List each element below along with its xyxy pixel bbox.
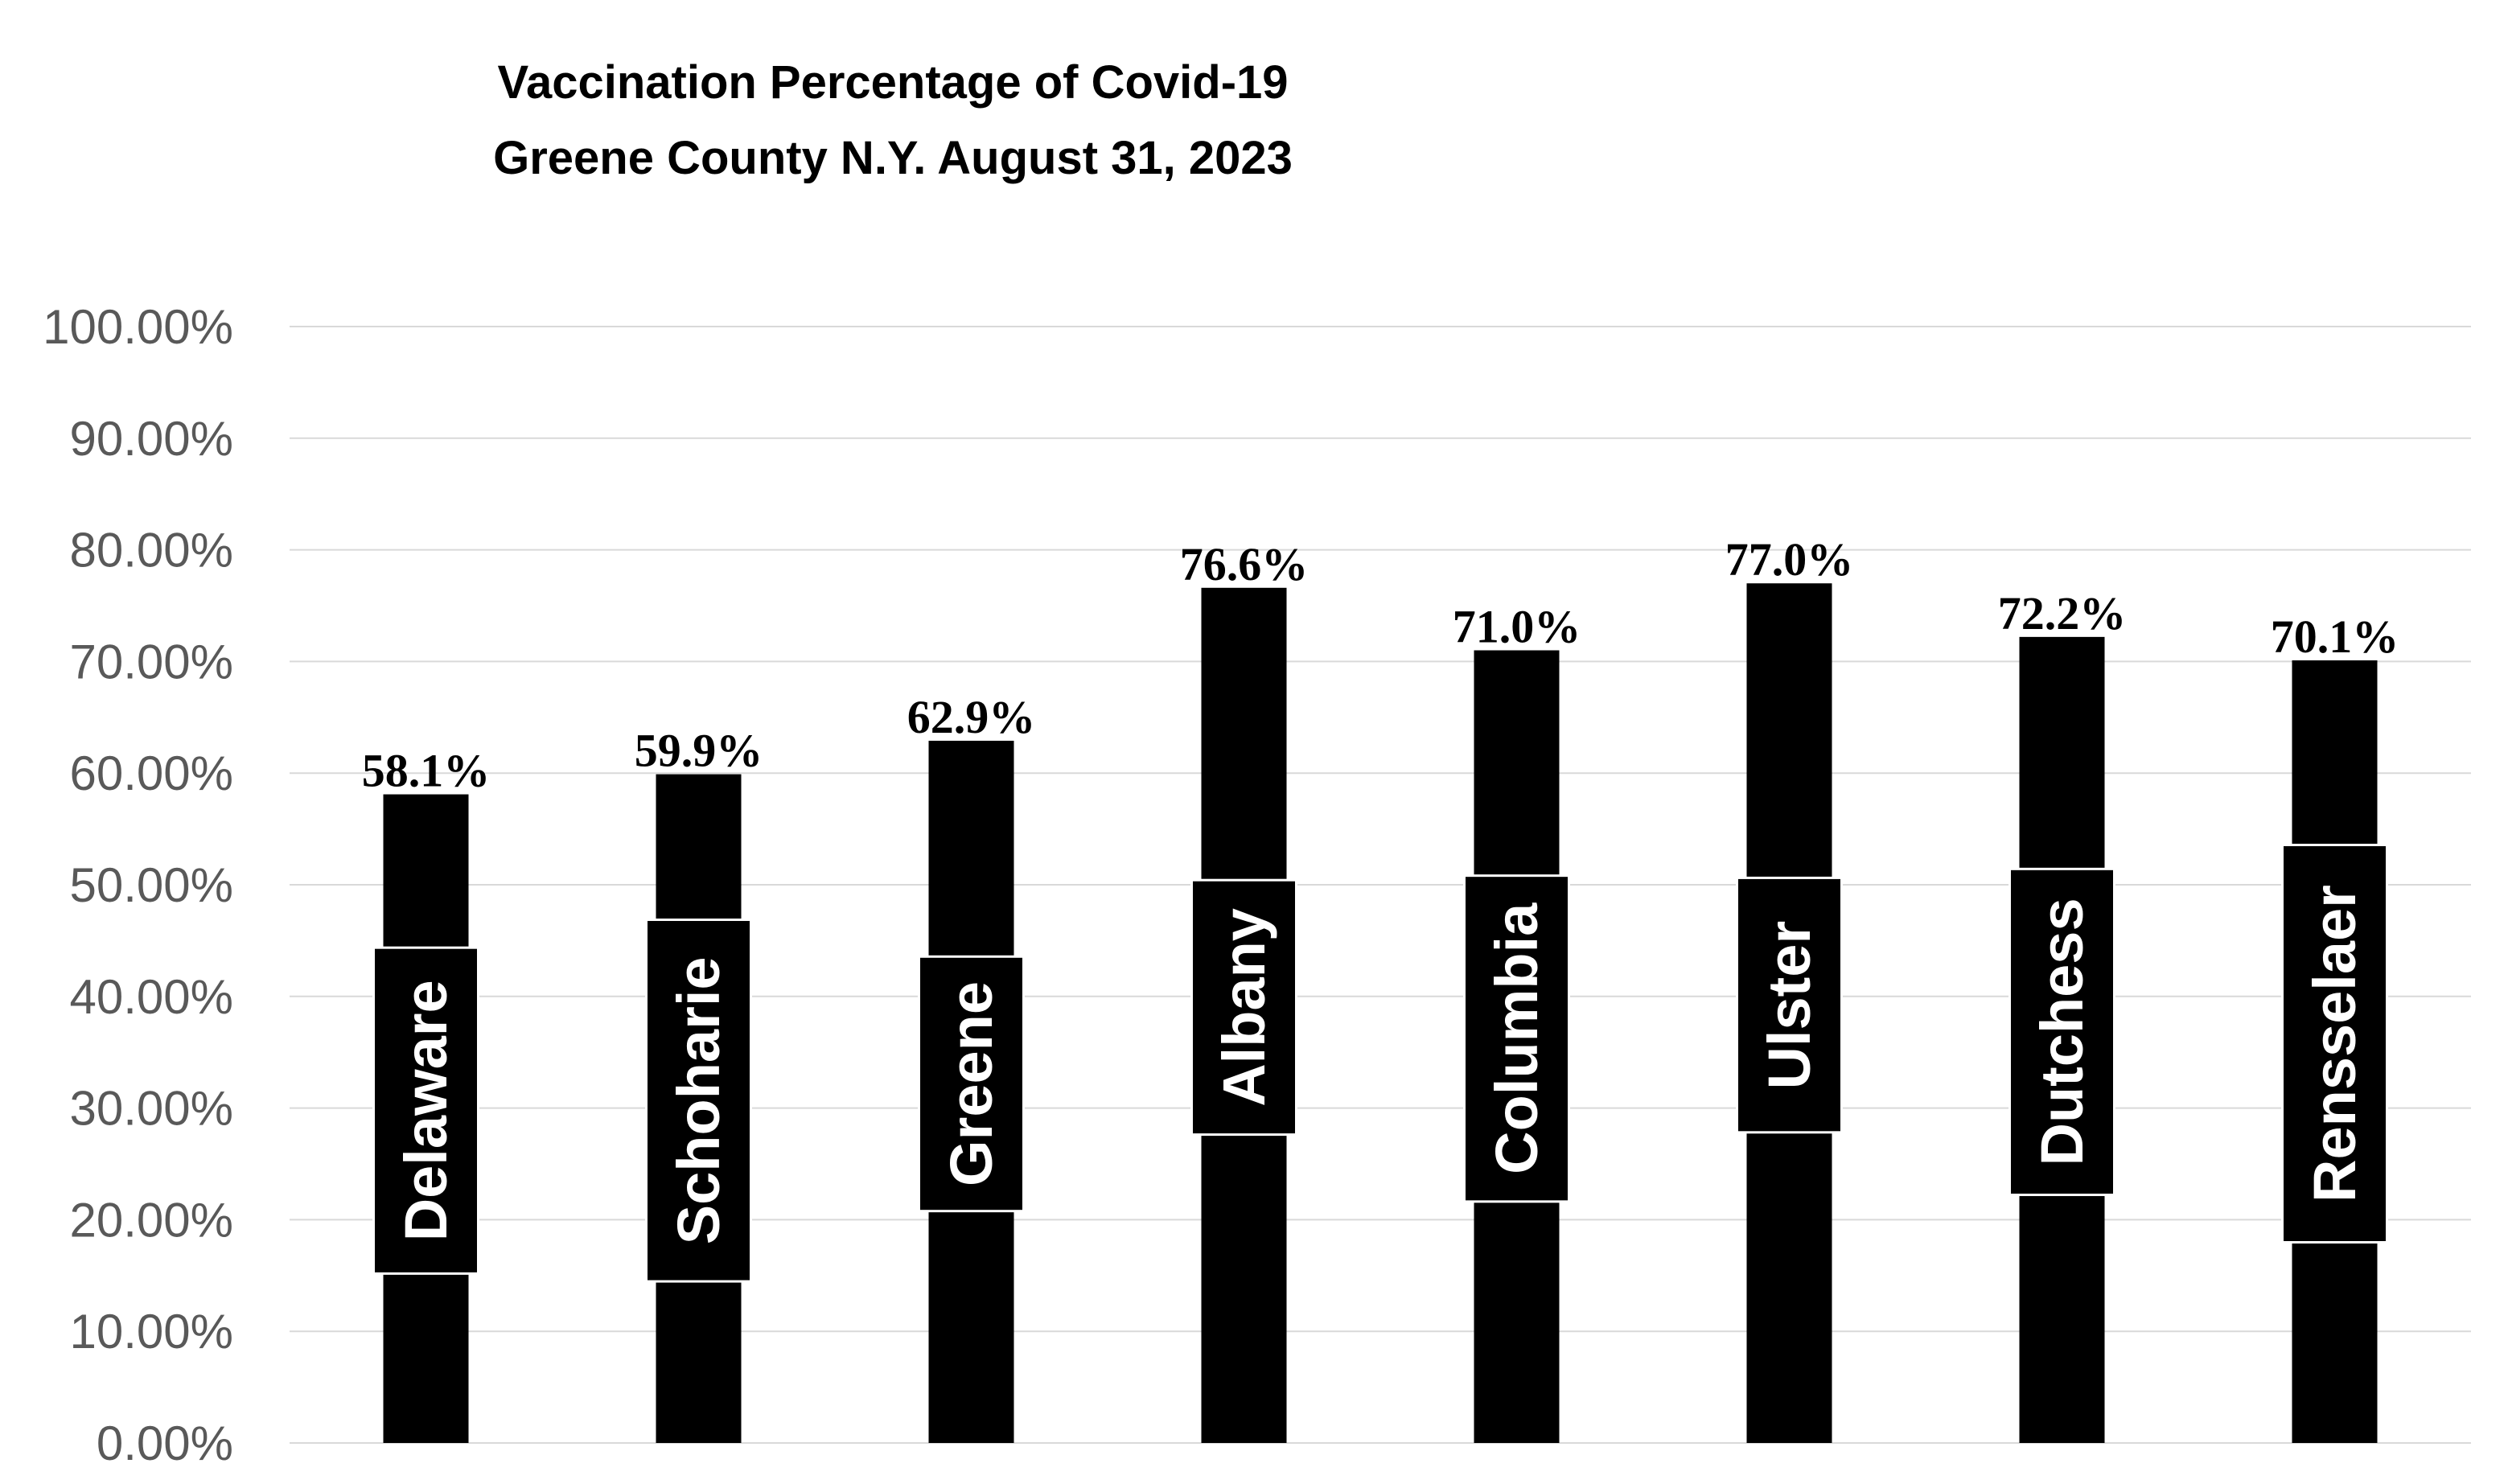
category-label-box xyxy=(2281,844,2388,1244)
category-label: Rensselaer xyxy=(2301,885,2368,1202)
bar-value-label: 59.9% xyxy=(635,725,763,777)
category-label: Delaware xyxy=(393,980,459,1241)
category-label-box xyxy=(918,955,1025,1213)
gridlines xyxy=(290,326,2471,1444)
category-label: Albany xyxy=(1211,908,1277,1107)
category-label-box xyxy=(1463,874,1570,1203)
y-tick-label: 60.00% xyxy=(70,746,234,800)
bar-value-label: 58.1% xyxy=(362,745,491,797)
bar-value-label: 76.6% xyxy=(1180,538,1309,590)
category-label-box xyxy=(2008,867,2115,1197)
category-label: Dutchess xyxy=(2029,898,2095,1165)
bar-value-label: 62.9% xyxy=(907,691,1036,743)
bar-group: 62.9% Greene xyxy=(907,691,1036,1443)
bar-value-label: 72.2% xyxy=(1998,587,2127,639)
bar-group: 70.1% Rensselaer xyxy=(2271,610,2399,1443)
chart-title-line-2: Greene County N.Y. August 31, 2023 xyxy=(493,132,1293,184)
bars: 58.1% Delaware 59.9% Schoharie 62.9% Greene 76… xyxy=(362,533,2399,1443)
category-label: Greene xyxy=(938,981,1005,1186)
bar-value-label: 71.0% xyxy=(1453,601,1581,653)
bar-group: 58.1% Delaware xyxy=(362,745,491,1443)
chart-title-line-1: Vaccination Percentage of Covid-19 xyxy=(497,56,1288,109)
category-label: Columbia xyxy=(1483,902,1550,1174)
category-label-box xyxy=(372,946,479,1275)
category-label: Schoharie xyxy=(665,956,732,1244)
chart-title: Vaccination Percentage of Covid-19 Green… xyxy=(493,56,1293,184)
y-tick-label: 40.00% xyxy=(70,970,234,1024)
bar-value-label: 70.1% xyxy=(2271,610,2399,663)
bar-value-label: 77.0% xyxy=(1725,533,1854,586)
bar-group: 59.9% Schoharie xyxy=(635,725,763,1443)
category-label: Ulster xyxy=(1756,921,1823,1090)
y-tick-label: 70.00% xyxy=(70,635,234,689)
y-tick-label: 100.00% xyxy=(43,300,233,354)
category-label-box xyxy=(1736,876,1843,1134)
y-tick-label: 50.00% xyxy=(70,858,234,912)
bar-group: 76.6% Albany xyxy=(1180,538,1309,1443)
category-label-box xyxy=(645,918,752,1283)
bar-group: 77.0% Ulster xyxy=(1725,533,1854,1443)
y-tick-label: 90.00% xyxy=(70,412,234,466)
y-tick-label: 30.00% xyxy=(70,1082,234,1136)
y-axis-tick-labels: 0.00% 10.00% 20.00% 30.00% 40.00% 50.00% 60.00… xyxy=(43,300,233,1470)
bar-group: 71.0% Columbia xyxy=(1453,601,1581,1443)
category-label-box xyxy=(1190,878,1297,1137)
y-tick-label: 10.00% xyxy=(70,1305,234,1359)
bar-group: 72.2% Dutchess xyxy=(1998,587,2127,1443)
y-tick-label: 20.00% xyxy=(70,1193,234,1247)
y-tick-label: 80.00% xyxy=(70,524,234,578)
y-tick-label: 0.00% xyxy=(97,1416,233,1470)
